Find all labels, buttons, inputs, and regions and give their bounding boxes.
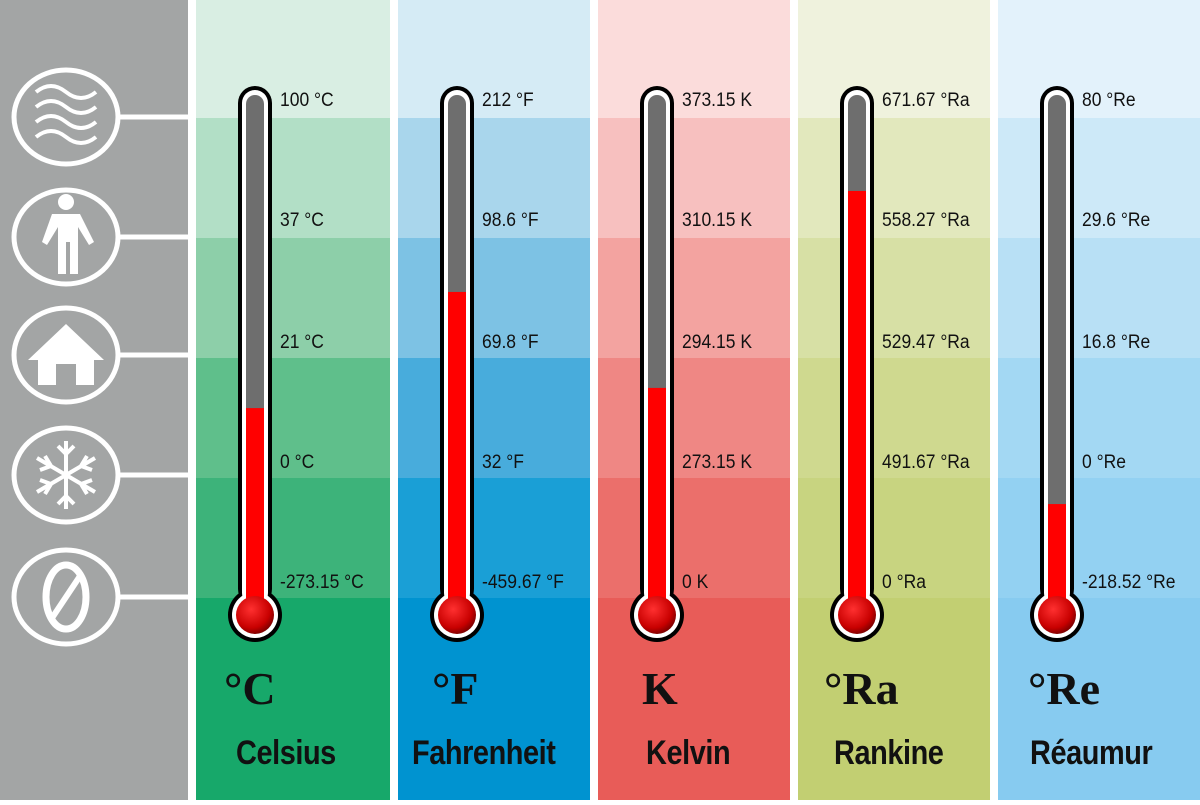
color-band (398, 358, 590, 478)
tick-label: 98.6 °F (482, 210, 539, 231)
thermometer (830, 86, 884, 642)
tick-label: 0 °Ra (882, 572, 926, 593)
tick-label: 0 °C (280, 452, 315, 473)
color-band (398, 118, 590, 238)
tick-label: 529.47 °Ra (882, 332, 970, 353)
scale-name: Réaumur (1030, 734, 1153, 772)
tick-label: 310.15 K (682, 210, 752, 231)
color-band (798, 478, 990, 598)
color-band (196, 478, 390, 598)
tick-label: 273.15 K (682, 452, 752, 473)
scale-column-fahrenheit: 212 °F 98.6 °F 69.8 °F 32 °F -459.67 °F °F Fah… (398, 0, 590, 800)
tick-label: 491.67 °Ra (882, 452, 970, 473)
color-band (798, 238, 990, 358)
snowflake-icon (11, 425, 121, 525)
thermometer (228, 86, 282, 642)
unit-symbol: °C (224, 663, 276, 714)
tick-label: 21 °C (280, 332, 324, 353)
house-icon (11, 305, 121, 405)
steam-waves-icon (11, 67, 121, 167)
tick-label: 0 °Re (1082, 452, 1126, 473)
mercury-bulb (236, 596, 274, 634)
thermometer-tube (1048, 95, 1066, 610)
color-band (798, 358, 990, 478)
scale-name: Kelvin (646, 734, 731, 772)
color-band (598, 238, 790, 358)
color-band (598, 478, 790, 598)
color-band (598, 598, 790, 800)
person-icon (11, 187, 121, 287)
unit-symbol: °Re (1028, 663, 1101, 714)
mercury-bulb (1038, 596, 1076, 634)
reference-icon-panel (0, 0, 188, 800)
mercury-level (848, 190, 866, 610)
color-band (598, 0, 790, 118)
scale-column-reaumur: 80 °Re 29.6 °Re 16.8 °Re 0 °Re -218.52 °Re °R… (998, 0, 1200, 800)
tick-label: 373.15 K (682, 90, 752, 111)
scale-name: Fahrenheit (412, 734, 556, 772)
color-band (798, 118, 990, 238)
unit-symbol: °F (432, 663, 479, 714)
color-band (798, 0, 990, 118)
tick-label: -273.15 °C (280, 572, 364, 593)
tick-label: 0 K (682, 572, 709, 593)
thermometer (1030, 86, 1084, 642)
color-band (598, 118, 790, 238)
color-band (196, 238, 390, 358)
color-band (196, 118, 390, 238)
unit-symbol: °Ra (824, 663, 899, 714)
tick-label: 69.8 °F (482, 332, 539, 353)
scale-column-kelvin: 373.15 K 310.15 K 294.15 K 273.15 K 0 K K Kelv… (598, 0, 790, 800)
tick-label: 100 °C (280, 90, 334, 111)
color-band (398, 0, 590, 118)
tick-label: -459.67 °F (482, 572, 564, 593)
scale-name: Celsius (236, 734, 336, 772)
color-band (196, 0, 390, 118)
tick-label: 29.6 °Re (1082, 210, 1151, 231)
mercury-level (648, 387, 666, 610)
mercury-bulb (638, 596, 676, 634)
scale-column-celsius: 100 °C 37 °C 21 °C 0 °C -273.15 °C °C Celsius (196, 0, 390, 800)
tick-label: 37 °C (280, 210, 324, 231)
tick-label: 671.67 °Ra (882, 90, 970, 111)
zero-icon (11, 547, 121, 647)
color-band (998, 118, 1200, 238)
color-band (398, 478, 590, 598)
mercury-bulb (838, 596, 876, 634)
color-band (798, 598, 990, 800)
color-band (998, 478, 1200, 598)
unit-symbol: K (642, 663, 678, 714)
tick-label: 80 °Re (1082, 90, 1136, 111)
scale-name: Rankine (834, 734, 944, 772)
color-band (998, 358, 1200, 478)
color-band (398, 598, 590, 800)
mercury-level (448, 291, 466, 610)
color-band (398, 238, 590, 358)
tick-label: 16.8 °Re (1082, 332, 1151, 353)
tick-label: 294.15 K (682, 332, 752, 353)
mercury-level (246, 408, 264, 610)
thermometer (630, 86, 684, 642)
color-band (998, 238, 1200, 358)
color-band (998, 598, 1200, 800)
scale-column-rankine: 671.67 °Ra 558.27 °Ra 529.47 °Ra 491.67 °Ra… (798, 0, 990, 800)
tick-label: 212 °F (482, 90, 534, 111)
tick-label: 558.27 °Ra (882, 210, 970, 231)
tick-label: -218.52 °Re (1082, 572, 1176, 593)
color-band (196, 358, 390, 478)
color-band (998, 0, 1200, 118)
color-band (598, 358, 790, 478)
tick-label: 32 °F (482, 452, 524, 473)
mercury-level (1048, 504, 1066, 610)
thermometer (430, 86, 484, 642)
reference-icons (11, 67, 188, 647)
color-band (196, 598, 390, 800)
mercury-bulb (438, 596, 476, 634)
